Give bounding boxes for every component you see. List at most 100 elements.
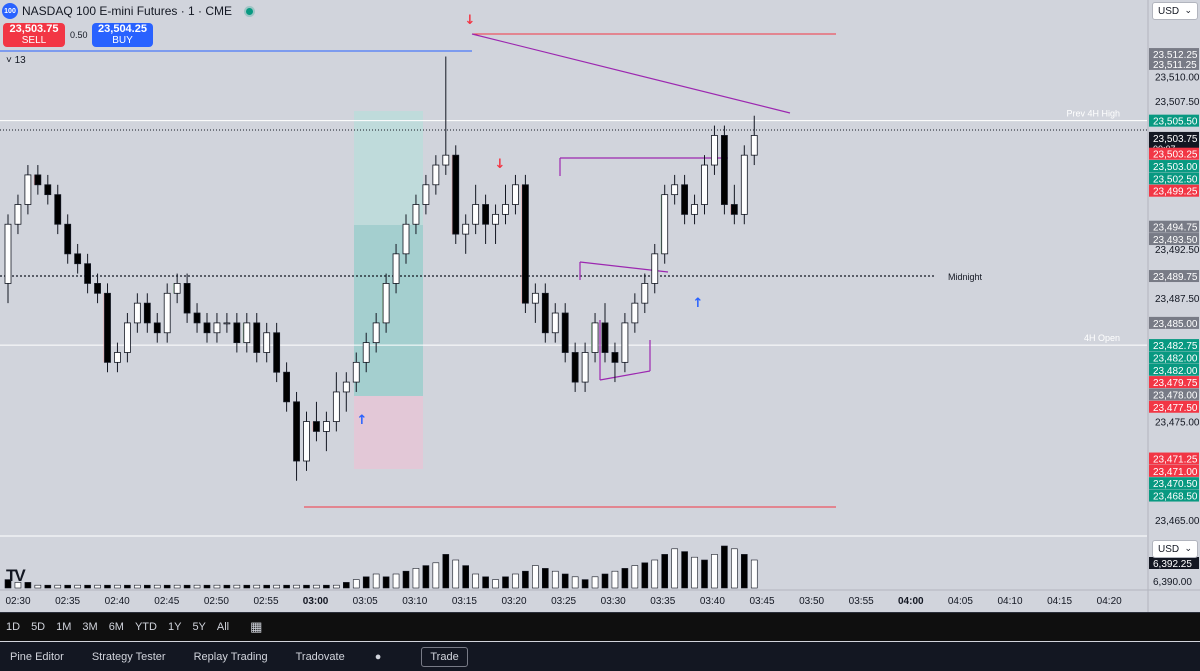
volume-bar	[551, 570, 559, 589]
tab-pine-editor[interactable]: Pine Editor	[10, 650, 64, 663]
volume-bar	[362, 576, 370, 589]
y-tick-label: 23,510.00	[1155, 72, 1200, 83]
volume-bar	[44, 584, 52, 589]
stop-zone	[354, 396, 423, 469]
candle	[442, 56, 450, 175]
price-label: 23,499.25	[1149, 184, 1199, 198]
symbol-logo[interactable]: 100	[2, 3, 18, 19]
tab-strategy-tester[interactable]: Strategy Tester	[91, 650, 166, 663]
volume-bar	[611, 570, 619, 589]
x-tick-label: 04:15	[1047, 596, 1072, 607]
price-label: 23,477.50	[1149, 400, 1199, 414]
price-label-text: 23,479.75	[1153, 378, 1198, 389]
candle-body	[362, 342, 370, 363]
range-1d[interactable]: 1D	[6, 621, 21, 633]
candle-body	[94, 283, 101, 294]
x-tick-label: 03:50	[799, 596, 824, 607]
currency-select-price[interactable]: USD ⌄	[1152, 2, 1198, 20]
volume-bar	[571, 576, 579, 589]
candle-body	[223, 322, 231, 325]
volume-bar	[512, 573, 519, 589]
volume-bar	[173, 584, 181, 589]
candle	[372, 313, 380, 353]
price-label-bg	[1149, 147, 1199, 160]
candle-body	[561, 312, 569, 353]
candle-body	[740, 154, 748, 215]
volume-bar	[402, 570, 410, 589]
candle-body	[74, 253, 82, 265]
candle	[432, 155, 440, 195]
range-1m[interactable]: 1M	[56, 621, 72, 633]
candle-body	[611, 352, 619, 363]
candle	[482, 194, 490, 244]
sell-button[interactable]: 23,503.75 SELL	[3, 23, 65, 47]
candle-body	[34, 174, 42, 186]
candle	[531, 283, 539, 323]
candle-body	[641, 283, 649, 304]
tradingview-logo-icon[interactable]: TV	[6, 566, 26, 585]
price-label-text: 23,511.25	[1153, 60, 1197, 71]
buy-button[interactable]: 23,504.25 BUY	[92, 23, 153, 47]
indicators-toggle[interactable]: ˅ 13	[6, 55, 26, 66]
price-label: 23,471.25	[1149, 452, 1199, 466]
connected-dot-icon: ●	[374, 650, 382, 663]
volume-bar	[412, 568, 420, 589]
tab-trade[interactable]: Trade	[421, 646, 468, 667]
candle-body	[452, 154, 460, 235]
currency-value: USD	[1158, 6, 1180, 17]
tab-replay-trading[interactable]: Replay Trading	[193, 650, 268, 663]
volume-bar	[721, 545, 728, 589]
volume-bar	[54, 584, 62, 589]
candle-body	[531, 292, 539, 304]
volume-bar	[502, 576, 509, 589]
price-label-text: 23,482.00	[1153, 366, 1198, 377]
candle	[721, 125, 728, 215]
candle	[561, 303, 569, 363]
price-label-bg	[1149, 452, 1199, 465]
candle-body	[84, 263, 91, 284]
candle	[183, 273, 191, 323]
volume-bar	[462, 565, 470, 589]
volume-label: 6,392.25	[1149, 557, 1199, 570]
symbol-title[interactable]: NASDAQ 100 E-mini Futures · 1 · CME	[22, 4, 233, 18]
candle-body	[661, 194, 669, 255]
range-5d[interactable]: 5D	[31, 621, 46, 633]
price-label: 23,512.25	[1149, 48, 1199, 61]
candle	[472, 184, 480, 235]
price-label: 23,503.25	[1149, 147, 1199, 161]
x-tick-label: 04:10	[997, 596, 1022, 607]
range-all[interactable]: All	[216, 621, 230, 633]
currency-select-volume[interactable]: USD ⌄	[1152, 540, 1198, 558]
volume-bar	[352, 579, 360, 589]
tab-tradovate[interactable]: Tradovate ●	[296, 651, 410, 663]
volume-bar	[243, 584, 251, 589]
price-label-bg	[1149, 184, 1199, 197]
range-1y[interactable]: 1Y	[167, 621, 182, 633]
candle	[173, 273, 181, 304]
price-label-bg	[1149, 233, 1199, 246]
range-6m[interactable]: 6M	[108, 621, 124, 633]
candle	[342, 372, 350, 412]
candle-body	[24, 174, 32, 205]
range-5y[interactable]: 5Y	[192, 621, 206, 633]
price-label: 23,479.75	[1149, 376, 1199, 389]
candle	[14, 194, 22, 235]
candle	[332, 372, 340, 432]
purple-trendline	[471, 33, 791, 114]
price-chart[interactable]: Prev 4H High Midnight 4H Open ↓ ↓ ↑ ↑ 23,510.00…	[0, 0, 1200, 612]
volume-bar	[114, 584, 121, 589]
candle	[114, 342, 121, 373]
calendar-icon[interactable]: ▦	[250, 619, 263, 634]
volume-bar	[372, 573, 380, 589]
price-label: 23,493.50	[1149, 233, 1199, 246]
volume-bar	[273, 584, 280, 589]
range-ytd[interactable]: YTD	[134, 621, 157, 633]
range-3m[interactable]: 3M	[82, 621, 98, 633]
candle	[701, 155, 708, 215]
candle-body	[462, 223, 470, 235]
candle	[711, 125, 718, 175]
volume-bar	[532, 565, 539, 589]
candle	[84, 253, 91, 294]
price-label: 23,503.00	[1149, 160, 1199, 173]
candle-body	[472, 204, 480, 225]
